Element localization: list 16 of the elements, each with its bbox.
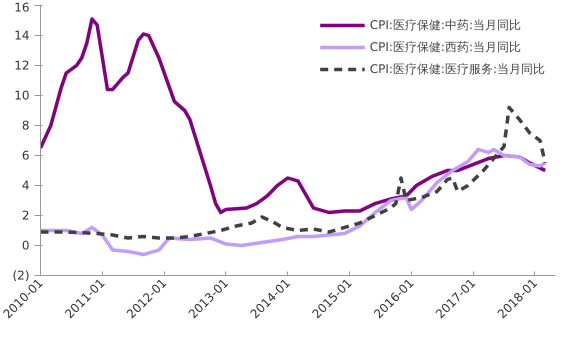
legend-label: CPI:医疗保健:中药:当月同比 [370, 16, 521, 34]
y-tick-label: 16 [14, 0, 30, 14]
line-series [40, 106, 547, 240]
y-tick-label: (2) [12, 268, 30, 282]
y-tick-label: 0 [22, 238, 30, 252]
y-tick-label: 4 [22, 178, 30, 192]
line-series [40, 148, 547, 256]
y-tick-label: 10 [14, 88, 30, 102]
y-tick-label: 12 [14, 58, 30, 72]
y-tick-label: 8 [22, 118, 30, 132]
line-series [40, 17, 547, 214]
y-tick-label: 2 [22, 208, 30, 222]
y-tick-label: 14 [14, 28, 30, 42]
legend-label: CPI:医疗保健:医疗服务:当月同比 [370, 60, 545, 78]
y-tick-label: 6 [22, 148, 30, 162]
legend-label: CPI:医疗保健:西药:当月同比 [370, 38, 521, 56]
